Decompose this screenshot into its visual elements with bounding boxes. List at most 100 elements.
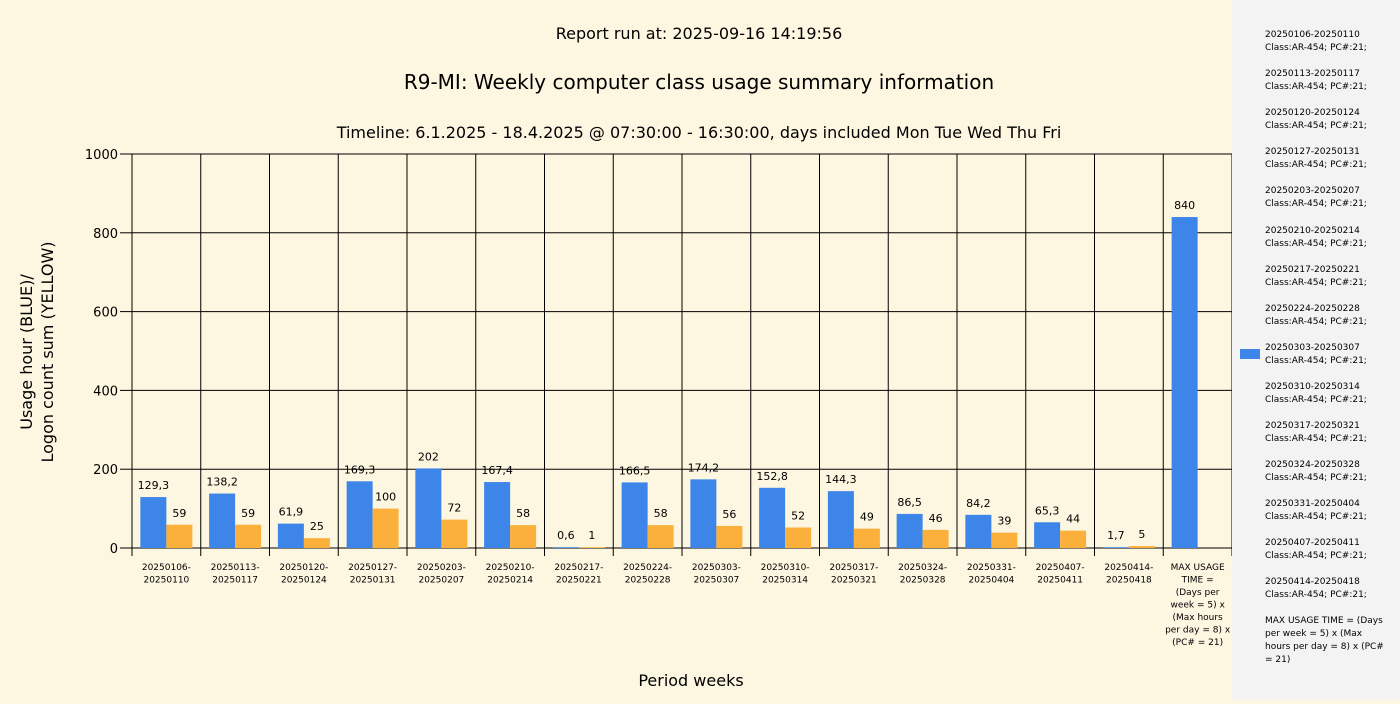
data-label: 840 [1174,199,1195,212]
grid-layer: 0 200 400 600 800 1000 [85,148,1233,557]
y-tick-label: 200 [93,463,118,478]
legend-item-period: 20250127-20250131 [1265,147,1360,158]
legend-item-detail: Class:AR-454; PC#:21; [1265,121,1367,132]
legend-item-period: 20250217-20250221 [1265,264,1360,275]
usage-bar [140,497,167,548]
legend-item: 20250217-20250221 Class:AR-454; PC#:21; [1265,264,1395,290]
usage-chart: Report run at: 2025-09-16 14:19:56 R9-MI… [17,24,1233,690]
data-label: 152,8 [756,470,788,483]
data-label: 59 [172,507,186,520]
legend-item: 20250317-20250321 Class:AR-454; PC#:21; [1265,420,1395,446]
legend-item-detail: Class:AR-454; PC#:21; [1265,434,1367,444]
legend-item: 20250224-20250228 Class:AR-454; PC#:21; [1265,303,1395,329]
legend-item: 20250113-20250117 Class:AR-454; PC#:21; [1265,68,1395,94]
x-category-label: 20250324-20250328 [898,563,947,586]
data-label: 58 [516,507,530,520]
data-label: 58 [654,507,668,520]
x-category-label: 20250224-20250228 [623,563,672,586]
data-label: 129,3 [138,479,170,492]
legend-item-detail: Class:AR-454; PC#:21; [1265,512,1367,523]
bars-layer [140,217,1198,549]
legend-item-detail: Class:AR-454; PC#:21; [1265,473,1367,484]
usage-bar [415,468,442,548]
logon-bar [578,547,605,548]
legend-item-period: 20250324-20250328 [1265,460,1360,471]
logon-bar [1128,546,1155,548]
legend-item-period: 20250310-20250314 [1265,381,1360,392]
legend-item-period: 20250106-20250110 [1265,30,1360,40]
y-tick-label: 1000 [85,148,118,163]
data-label: 144,3 [825,473,857,486]
y-tick-label: 0 [110,542,118,557]
x-category-label: 20250120-20250124 [279,563,328,586]
data-label: 44 [1066,513,1080,526]
logon-bar [1060,530,1087,548]
x-category-label: 20250210-20250214 [486,563,535,586]
legend-item: 20250127-20250131 Class:AR-454; PC#:21; [1265,146,1395,172]
legend-item: 20250310-20250314 Class:AR-454; PC#:21; [1265,381,1395,407]
data-label: 202 [418,450,439,463]
legend-item-period: 20250414-20250418 [1265,577,1360,588]
data-label: 56 [722,508,736,521]
x-category-label: 20250317-20250321 [829,563,878,586]
legend-item-period: 20250113-20250117 [1265,69,1360,80]
legend-item-detail: Class:AR-454; PC#:21; [1265,199,1367,210]
legend-item: 20250407-20250411 Class:AR-454; PC#:21; [1265,537,1395,563]
legend-item-detail: Class:AR-454; PC#:21; [1265,82,1367,93]
data-label: 138,2 [206,476,238,489]
legend-item-period: 20250317-20250321 [1265,421,1360,431]
legend-item-detail: Class:AR-454; PC#:21; [1265,551,1367,562]
logon-bar [716,525,743,548]
legend-item-period: 20250331-20250404 [1265,499,1360,510]
chart-area: Report run at: 2025-09-16 14:19:56 R9-MI… [17,24,1233,690]
x-category-label: 20250113-20250117 [211,563,260,586]
data-label: 46 [929,512,943,525]
legend-item-period: 20250120-20250124 [1265,108,1360,119]
legend-item-period: 20250203-20250207 [1265,186,1360,197]
data-label: 72 [447,502,461,515]
data-label: 174,2 [688,461,720,474]
legend-item: 20250303-20250307 Class:AR-454; PC#:21; [1265,342,1395,368]
chart-title: R9-MI: Weekly computer class usage summa… [404,70,994,94]
x-category-label: 20250310-20250314 [761,563,810,586]
legend-swatch [1240,348,1260,359]
data-label: 86,5 [897,496,922,509]
x-category-label: 20250106-20250110 [142,563,191,586]
x-axis-label: Period weeks [638,671,743,690]
data-label: 25 [310,520,324,533]
legend-item-detail: Class:AR-454; PC#:21; [1265,43,1367,53]
labels-layer: 129,3 138,2 61,9 169,3 202 167,4 0,6 166,5 174,2… [138,199,1231,648]
legend-item-detail: Class:AR-454; PC#:21; [1265,277,1367,288]
usage-bar [484,482,511,548]
logon-bar [853,528,880,548]
legend-item: 20250414-20250418 Class:AR-454; PC#:21; [1265,576,1395,602]
usage-bar [1102,547,1129,548]
legend-item-detail: Class:AR-454; PC#:21; [1265,316,1367,327]
x-category-label: 20250331-20250404 [967,563,1016,586]
data-label: 84,2 [966,497,991,510]
logon-bar [372,508,399,548]
y-axis-label-line1: Usage hour (BLUE)/ [17,274,36,430]
data-label: 166,5 [619,464,651,477]
data-label: 1,7 [1107,529,1125,542]
legend-item-detail: Class:AR-454; PC#:21; [1265,355,1367,366]
data-label: 52 [791,510,805,523]
logon-bar [441,519,468,548]
data-label: 65,3 [1035,504,1060,517]
legend-item-period: 20250407-20250411 [1265,538,1360,549]
x-category-label: 20250127-20250131 [348,563,397,586]
usage-bar [209,493,236,548]
data-label: 169,3 [344,463,376,476]
report-run-text: Report run at: 2025-09-16 14:19:56 [556,24,843,43]
legend-item-period: 20250303-20250307 [1265,342,1360,353]
usage-bar [1171,217,1198,549]
logon-bar [647,525,674,548]
y-tick-label: 400 [93,384,118,399]
logon-bar [166,524,193,548]
data-label: 100 [375,491,396,504]
legend-item-period: 20250224-20250228 [1265,303,1360,314]
usage-bar [346,481,373,548]
legend-item-detail: Class:AR-454; PC#:21; [1265,238,1367,249]
x-category-label: 20250414-20250418 [1104,563,1153,586]
logon-bar [510,525,537,548]
